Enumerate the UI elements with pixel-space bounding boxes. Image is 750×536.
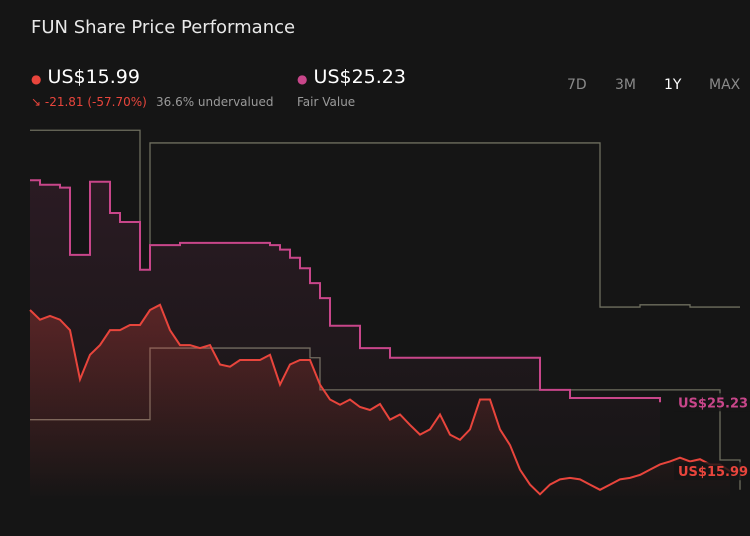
change: ↘ -21.81 (-57.70%) [31,95,147,109]
area [30,304,730,501]
valuation: 36.6% undervalued [156,95,274,109]
change-text: -21.81 (-57.70%) [44,95,147,109]
range-button[interactable]: 1Y [664,77,682,93]
fair-value-label: Fair Value [297,95,356,109]
label-bg [674,393,750,412]
title: FUN Share Price Performance [31,17,296,38]
range-button[interactable]: 3M [615,77,636,93]
fair-value-text: US$25.23 [313,66,406,88]
end-label: US$15.99 [678,465,748,480]
range-button[interactable]: MAX [709,77,741,93]
fair-value: ● US$25.23 [297,66,406,88]
series-line [30,179,661,403]
range-button[interactable]: 7D [567,77,587,93]
price: ● US$15.99 [31,66,140,88]
series-line [29,303,731,496]
label-bg [674,462,750,481]
price-text: US$15.99 [47,66,140,88]
end-label: US$25.23 [678,396,748,411]
